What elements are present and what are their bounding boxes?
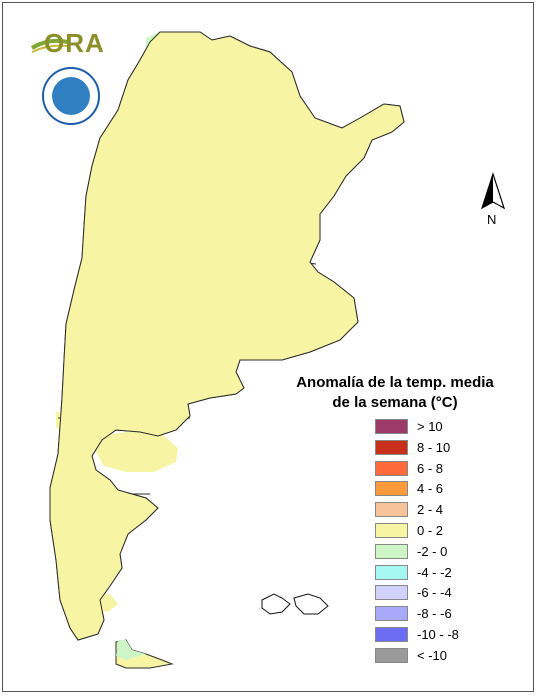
legend-label: -10 - -8	[417, 626, 459, 642]
legend-swatch	[375, 522, 408, 538]
north-arrow-icon	[480, 172, 506, 210]
ora-logo: ORA	[30, 26, 110, 62]
legend-label: 4 - 6	[417, 481, 444, 497]
legend-label: 6 - 8	[417, 460, 444, 476]
legend-label: 8 - 10	[417, 439, 451, 455]
legend-swatch	[375, 585, 408, 601]
legend-swatch	[375, 647, 408, 663]
legend-title-line1: Anomalía de la temp. media	[296, 374, 494, 391]
islas-malvinas	[261, 593, 329, 615]
ora-swoosh-icon	[30, 38, 69, 53]
legend-swatch	[375, 626, 408, 642]
legend-title: Anomalía de la temp. media de la semana …	[292, 373, 498, 413]
servicio-meteorologico-seal	[42, 67, 100, 125]
legend-swatch	[375, 502, 408, 518]
legend-swatch	[375, 606, 408, 622]
legend-swatch	[375, 460, 408, 476]
seal-globe-icon	[52, 77, 90, 115]
ora-logo-text: ORA	[44, 28, 105, 58]
legend-label: 2 - 4	[417, 502, 444, 518]
legend-label: 0 - 2	[417, 522, 444, 538]
legend-label: -2 - 0	[417, 543, 448, 559]
legend-label: < -10	[417, 647, 447, 663]
legend-swatch	[375, 419, 408, 434]
legend-swatch	[375, 543, 408, 559]
legend-swatch	[375, 439, 408, 455]
legend-swatch	[375, 481, 408, 497]
legend-label: -4 - -2	[417, 564, 452, 580]
north-label: N	[487, 212, 497, 227]
legend-label: > 10	[417, 419, 443, 434]
legend-swatch	[375, 564, 408, 580]
legend-title-line2: de la semana (°C)	[332, 394, 458, 411]
legend-label: -8 - -6	[417, 606, 452, 622]
legend-label: -6 - -4	[417, 585, 452, 601]
